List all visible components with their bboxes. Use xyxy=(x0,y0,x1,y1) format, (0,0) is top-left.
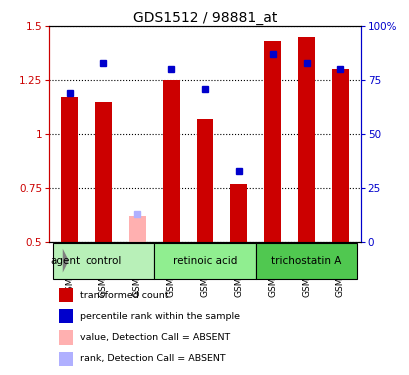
Text: transformed count: transformed count xyxy=(80,291,169,300)
Text: percentile rank within the sample: percentile rank within the sample xyxy=(80,312,240,321)
Text: retinoic acid: retinoic acid xyxy=(172,256,237,266)
Bar xyxy=(297,37,314,242)
Bar xyxy=(58,352,72,366)
Bar xyxy=(95,102,112,242)
Bar xyxy=(331,69,348,242)
Text: rank, Detection Call = ABSENT: rank, Detection Call = ABSENT xyxy=(80,354,225,363)
Bar xyxy=(128,216,145,242)
Bar xyxy=(255,243,357,279)
Bar xyxy=(154,243,255,279)
Bar xyxy=(58,309,72,323)
Bar xyxy=(58,330,72,345)
Bar xyxy=(264,41,281,242)
Text: agent: agent xyxy=(50,256,80,266)
Polygon shape xyxy=(63,249,69,273)
Bar xyxy=(58,288,72,302)
Title: GDS1512 / 98881_at: GDS1512 / 98881_at xyxy=(133,11,276,25)
Bar xyxy=(230,184,247,242)
Bar xyxy=(196,119,213,242)
Text: trichostatin A: trichostatin A xyxy=(271,256,341,266)
Bar xyxy=(61,98,78,242)
Text: control: control xyxy=(85,256,121,266)
Bar xyxy=(52,243,154,279)
Text: value, Detection Call = ABSENT: value, Detection Call = ABSENT xyxy=(80,333,230,342)
Bar xyxy=(162,80,179,242)
